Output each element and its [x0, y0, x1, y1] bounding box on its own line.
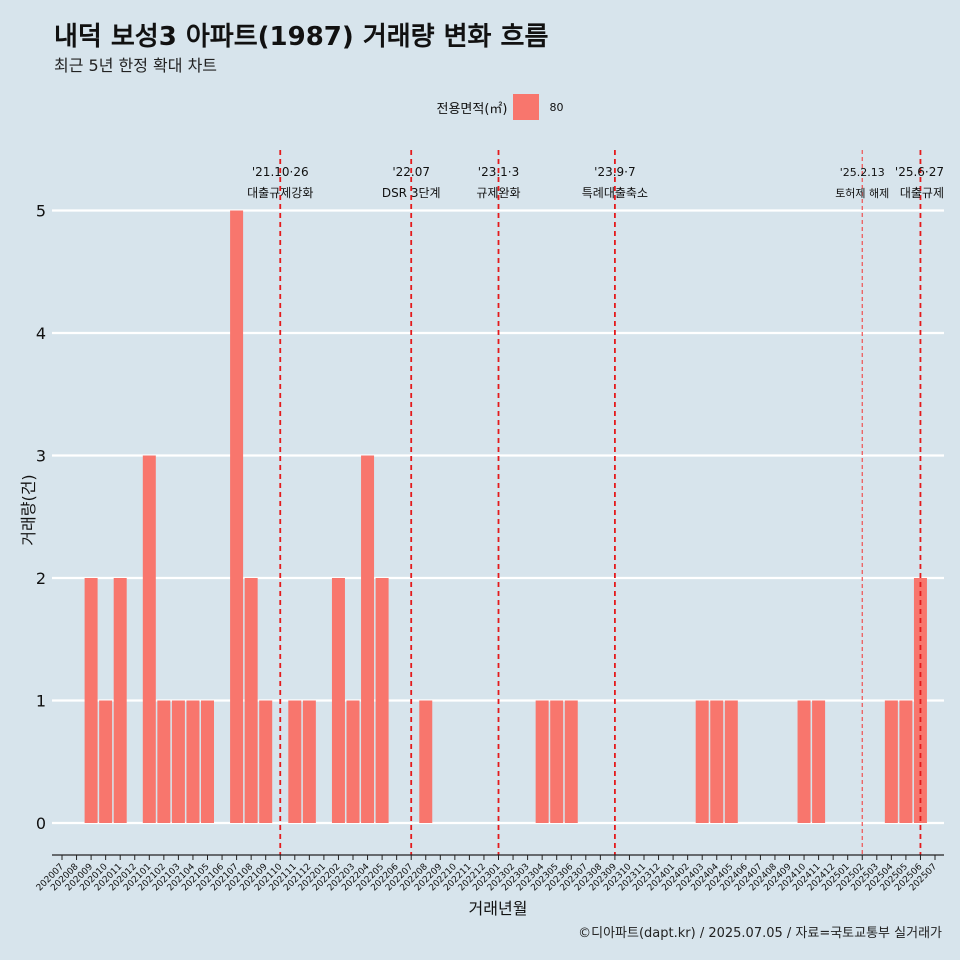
x-axis-title: 거래년월: [469, 899, 528, 918]
legend: 전용면적(㎡) 80: [0, 93, 960, 121]
bar: [361, 455, 375, 823]
bar: [84, 578, 98, 823]
y-tick-label: 0: [36, 814, 46, 833]
bar: [331, 578, 345, 823]
bar: [710, 700, 724, 823]
bar: [564, 700, 578, 823]
bar: [99, 700, 113, 823]
source-caption: ©디아파트(dapt.kr) / 2025.07.05 / 자료=국토교통부 실…: [578, 926, 942, 941]
annotation-text: DSR 3단계: [382, 186, 441, 200]
bar: [550, 700, 564, 823]
bar: [157, 700, 171, 823]
bar: [186, 700, 200, 823]
annotation-text: 특례대출축소: [582, 186, 648, 200]
y-tick-label: 4: [36, 324, 46, 343]
y-tick-label: 1: [36, 692, 46, 711]
y-tick-label: 2: [36, 569, 46, 588]
y-tick-label: 5: [36, 202, 46, 221]
annotation-text: 토허제 해제: [835, 186, 889, 200]
bar: [288, 700, 302, 823]
bars: [84, 210, 927, 823]
annotation-text: 대출규제: [900, 186, 944, 200]
bar: [797, 700, 811, 823]
bar: [230, 210, 244, 823]
chart-subtitle: 최근 5년 한정 확대 차트: [54, 56, 218, 75]
annotation-date: '21.10·26: [252, 165, 309, 179]
annotations: '21.10·26 대출규제강화 '22.07 DSR 3단계 '23.1·3 규제완화 '…: [247, 150, 944, 855]
bar: [724, 700, 738, 823]
bar: [302, 700, 316, 823]
bar: [142, 455, 156, 823]
bar: [171, 700, 185, 823]
annotation-date: '22.07: [392, 165, 430, 179]
bar: [259, 700, 273, 823]
y-tick-label: 3: [36, 447, 46, 466]
bar: [884, 700, 898, 823]
bar: [812, 700, 826, 823]
bar: [113, 578, 127, 823]
annotation-date: '25.6·27: [895, 165, 944, 179]
annotation-date: '23.9·7: [594, 165, 635, 179]
bar: [419, 700, 433, 823]
chart-title: 내덕 보성3 아파트(1987) 거래량 변화 흐름: [54, 22, 549, 52]
annotation-text: 규제완화: [476, 186, 520, 200]
bar: [899, 700, 913, 823]
legend-swatch: [513, 94, 540, 120]
bar: [535, 700, 549, 823]
legend-title: 전용면적(㎡): [436, 101, 508, 117]
bar: [695, 700, 709, 823]
bar: [244, 578, 258, 823]
bar: [201, 700, 214, 823]
annotation-text: 대출규제강화: [247, 186, 313, 200]
annotation-date: '23.1·3: [478, 165, 519, 179]
y-axis-title: 거래량(건): [19, 474, 38, 545]
bar: [346, 700, 360, 823]
annotation-date: '25.2.13: [840, 166, 885, 179]
bar: [375, 578, 389, 823]
legend-label: 80: [549, 100, 564, 114]
